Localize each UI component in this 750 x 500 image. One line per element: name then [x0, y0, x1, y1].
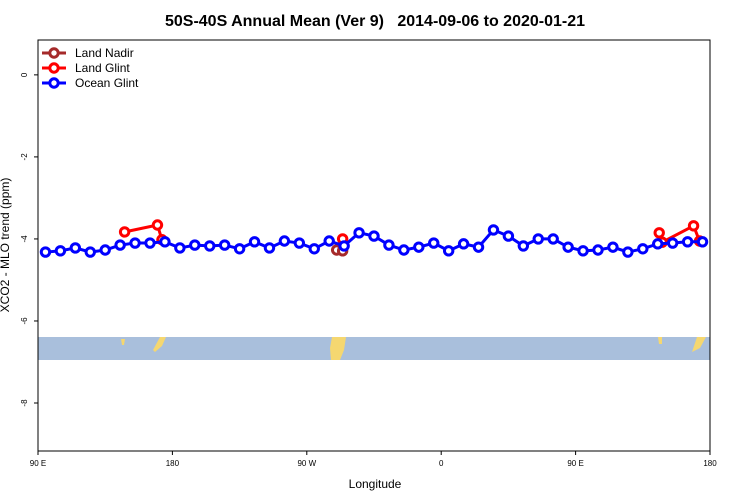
- data-point: [487, 224, 500, 236]
- data-point: [69, 242, 82, 254]
- data-point: [532, 233, 544, 245]
- data-point: [353, 227, 365, 239]
- data-point: [114, 239, 126, 251]
- legend-entry: Ocean Glint: [42, 76, 139, 90]
- data-point: [144, 237, 156, 249]
- data-point: [577, 245, 589, 257]
- legend-marker: [48, 47, 60, 59]
- x-tick-label: 180: [166, 459, 180, 468]
- data-point: [151, 219, 164, 231]
- data-point: [189, 239, 201, 251]
- data-point: [248, 236, 261, 248]
- legend-entry: Land Nadir: [42, 46, 134, 60]
- data-point: [233, 243, 246, 255]
- y-axis-label: XCO2 - MLO trend (ppm): [0, 178, 12, 313]
- data-point: [413, 241, 425, 253]
- data-point: [652, 238, 664, 250]
- data-point: [308, 243, 320, 255]
- map-band: [38, 337, 710, 360]
- y-tick-label: -4: [20, 235, 29, 243]
- data-point: [472, 241, 485, 253]
- data-point: [562, 241, 574, 253]
- data-point: [218, 239, 231, 251]
- data-point: [592, 244, 604, 256]
- data-point: [368, 230, 380, 242]
- x-tick-label: 90 W: [297, 459, 316, 468]
- chart-title: 50S-40S Annual Mean (Ver 9) 2014-09-06 t…: [165, 13, 585, 30]
- legend-marker: [48, 77, 60, 89]
- legend-marker: [48, 62, 60, 74]
- legend-label: Ocean Glint: [75, 76, 139, 90]
- x-tick-label: 180: [703, 459, 717, 468]
- y-tick-label: -6: [20, 317, 29, 325]
- data-point: [607, 241, 619, 253]
- y-tick-label: -8: [20, 399, 29, 407]
- data-point: [204, 240, 216, 252]
- data-point: [398, 244, 410, 256]
- legend-label: Land Nadir: [75, 46, 134, 60]
- data-point: [129, 237, 141, 249]
- data-point: [653, 227, 665, 239]
- data-point: [637, 243, 649, 255]
- data-point: [442, 245, 455, 257]
- data-point: [622, 246, 634, 258]
- data-point: [39, 246, 52, 258]
- legend-entry: Land Glint: [42, 61, 130, 75]
- data-point: [323, 235, 335, 247]
- x-axis-label: Longitude: [349, 477, 402, 491]
- data-point: [457, 238, 470, 250]
- data-point: [84, 246, 96, 258]
- data-point: [502, 230, 515, 242]
- data-point: [428, 237, 440, 249]
- legend-label: Land Glint: [75, 61, 130, 75]
- data-point: [159, 236, 171, 248]
- data-point: [118, 226, 131, 238]
- data-point: [263, 242, 276, 254]
- data-point: [293, 237, 306, 249]
- data-point: [338, 240, 350, 252]
- x-tick-label: 0: [439, 459, 444, 468]
- data-point: [278, 235, 291, 247]
- x-tick-label: 90 E: [30, 459, 46, 468]
- data-point: [383, 239, 395, 251]
- data-point: [99, 244, 111, 256]
- plot-frame: [37, 39, 711, 452]
- data-point: [681, 236, 694, 248]
- y-tick-label: 0: [20, 72, 29, 77]
- y-tick-label: -2: [20, 153, 29, 161]
- data-point: [517, 240, 530, 252]
- data-point: [547, 233, 559, 245]
- data-point: [687, 220, 700, 232]
- data-point: [54, 245, 67, 257]
- data-point: [174, 242, 186, 254]
- x-tick-label: 90 E: [567, 459, 583, 468]
- data-point: [666, 237, 679, 249]
- data-point: [696, 236, 709, 248]
